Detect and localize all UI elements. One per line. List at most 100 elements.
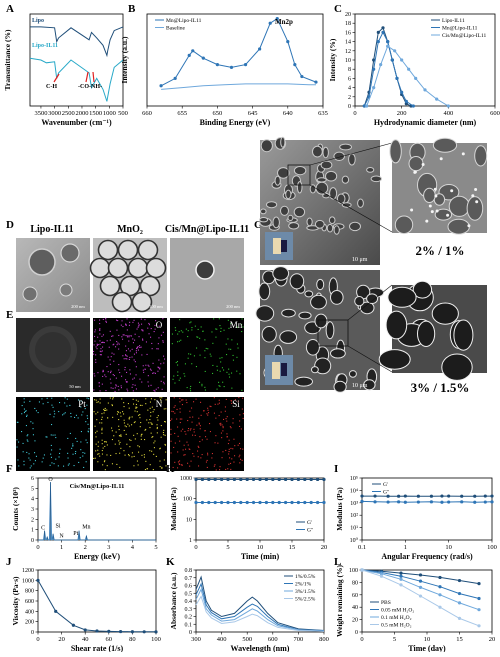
eds-dot <box>101 413 102 414</box>
eds-dot <box>211 457 212 458</box>
eds-dot <box>68 465 69 466</box>
eds-dot <box>96 346 97 347</box>
eds-dot <box>138 327 139 328</box>
eds-dot <box>229 451 230 452</box>
eds-dot <box>187 420 188 421</box>
x-tick-label: 10 <box>424 636 431 643</box>
eds-dot <box>120 416 121 417</box>
eds-dot <box>110 359 111 360</box>
eds-dot <box>122 339 123 340</box>
sem-pore <box>424 188 436 202</box>
eds-dot <box>238 397 239 398</box>
eds-dot <box>157 432 158 433</box>
eds-dot <box>120 412 121 413</box>
eds-dot <box>119 467 120 468</box>
eds-dot <box>175 327 176 328</box>
eds-dot <box>102 350 103 351</box>
eds-dot <box>116 453 117 454</box>
mno2-particle <box>119 241 138 260</box>
eds-dot <box>179 463 180 464</box>
y-tick-label: 0.1 <box>185 622 193 628</box>
eds-dot <box>141 329 142 330</box>
data-point <box>239 501 242 504</box>
eds-dot <box>132 387 133 388</box>
sem-pore <box>379 350 410 370</box>
eds-dot <box>93 354 94 355</box>
eds-dot <box>183 449 184 450</box>
eds-dot <box>222 451 223 452</box>
sem-pore <box>349 154 356 165</box>
eds-dot <box>117 414 118 415</box>
y-tick-label: 3 <box>31 507 34 513</box>
eds-dot <box>31 465 32 466</box>
legend-label: Cis/Mn@Lipo-IL11 <box>442 33 487 39</box>
eds-dot <box>207 467 208 468</box>
eds-dot <box>232 448 233 449</box>
sem-pore <box>371 176 381 182</box>
eds-dot <box>95 413 96 414</box>
x-tick-label: 400 <box>217 636 227 643</box>
eds-dot <box>148 366 149 367</box>
eds-dot <box>164 359 165 360</box>
y-tick-label: 10¹ <box>350 526 358 532</box>
eds-dot <box>192 435 193 436</box>
eds-dot <box>220 466 221 467</box>
sem-pore <box>350 222 361 230</box>
eds-dot <box>86 440 87 441</box>
data-point <box>419 594 422 597</box>
eds-dot <box>215 442 216 443</box>
eds-dot <box>87 418 88 419</box>
data-point <box>258 47 261 50</box>
eds-dot <box>179 341 180 342</box>
eds-dot <box>133 435 134 436</box>
eds-dot <box>51 449 52 450</box>
data-point <box>381 26 384 29</box>
eds-dot <box>217 389 218 390</box>
eds-dot <box>173 411 174 412</box>
x-tick-label: 2 <box>84 544 87 551</box>
eds-dot <box>151 433 152 434</box>
data-point <box>322 501 325 504</box>
y-tick-label: 40 <box>352 605 358 611</box>
data-point <box>377 31 380 34</box>
x-tick-label: 5 <box>154 544 157 551</box>
eds-dot <box>130 373 131 374</box>
y-tick-label: 60 <box>352 593 358 599</box>
panel-letter-a: A <box>6 3 14 15</box>
eds-dot <box>113 361 114 362</box>
data-point <box>314 80 317 83</box>
eds-dot <box>222 424 223 425</box>
eds-dot <box>132 357 133 358</box>
eds-dot <box>103 319 104 320</box>
data-point <box>373 500 376 503</box>
eds-dot <box>151 328 152 329</box>
eds-dot <box>157 420 158 421</box>
data-point <box>360 494 363 497</box>
eds-dot <box>158 387 159 388</box>
data-point <box>490 500 493 503</box>
data-point <box>473 495 476 498</box>
eds-dot <box>119 444 120 445</box>
eds-dot <box>110 364 111 365</box>
eds-dot <box>229 449 230 450</box>
y-tick-label: 10⁰ <box>350 537 359 544</box>
y-tick-label: 18 <box>345 21 351 27</box>
data-point <box>484 494 487 497</box>
panel-d-title-1: Lipo-IL11 <box>30 224 73 235</box>
eds-dot <box>78 462 79 463</box>
eds-dot <box>149 333 150 334</box>
x-axis-label: Angular Frequency (rad/s) <box>381 552 473 561</box>
eds-dot <box>218 382 219 383</box>
eds-dot <box>129 446 130 447</box>
data-point <box>119 630 122 633</box>
eds-dot <box>122 320 123 321</box>
eds-dot <box>112 404 113 405</box>
eds-dot <box>165 435 166 436</box>
eds-dot <box>94 375 95 376</box>
eds-dot <box>215 337 216 338</box>
eds-dot <box>132 379 133 380</box>
y-tick-label: 1000 <box>180 476 192 482</box>
eds-dot <box>127 336 128 337</box>
eds-dot <box>185 454 186 455</box>
